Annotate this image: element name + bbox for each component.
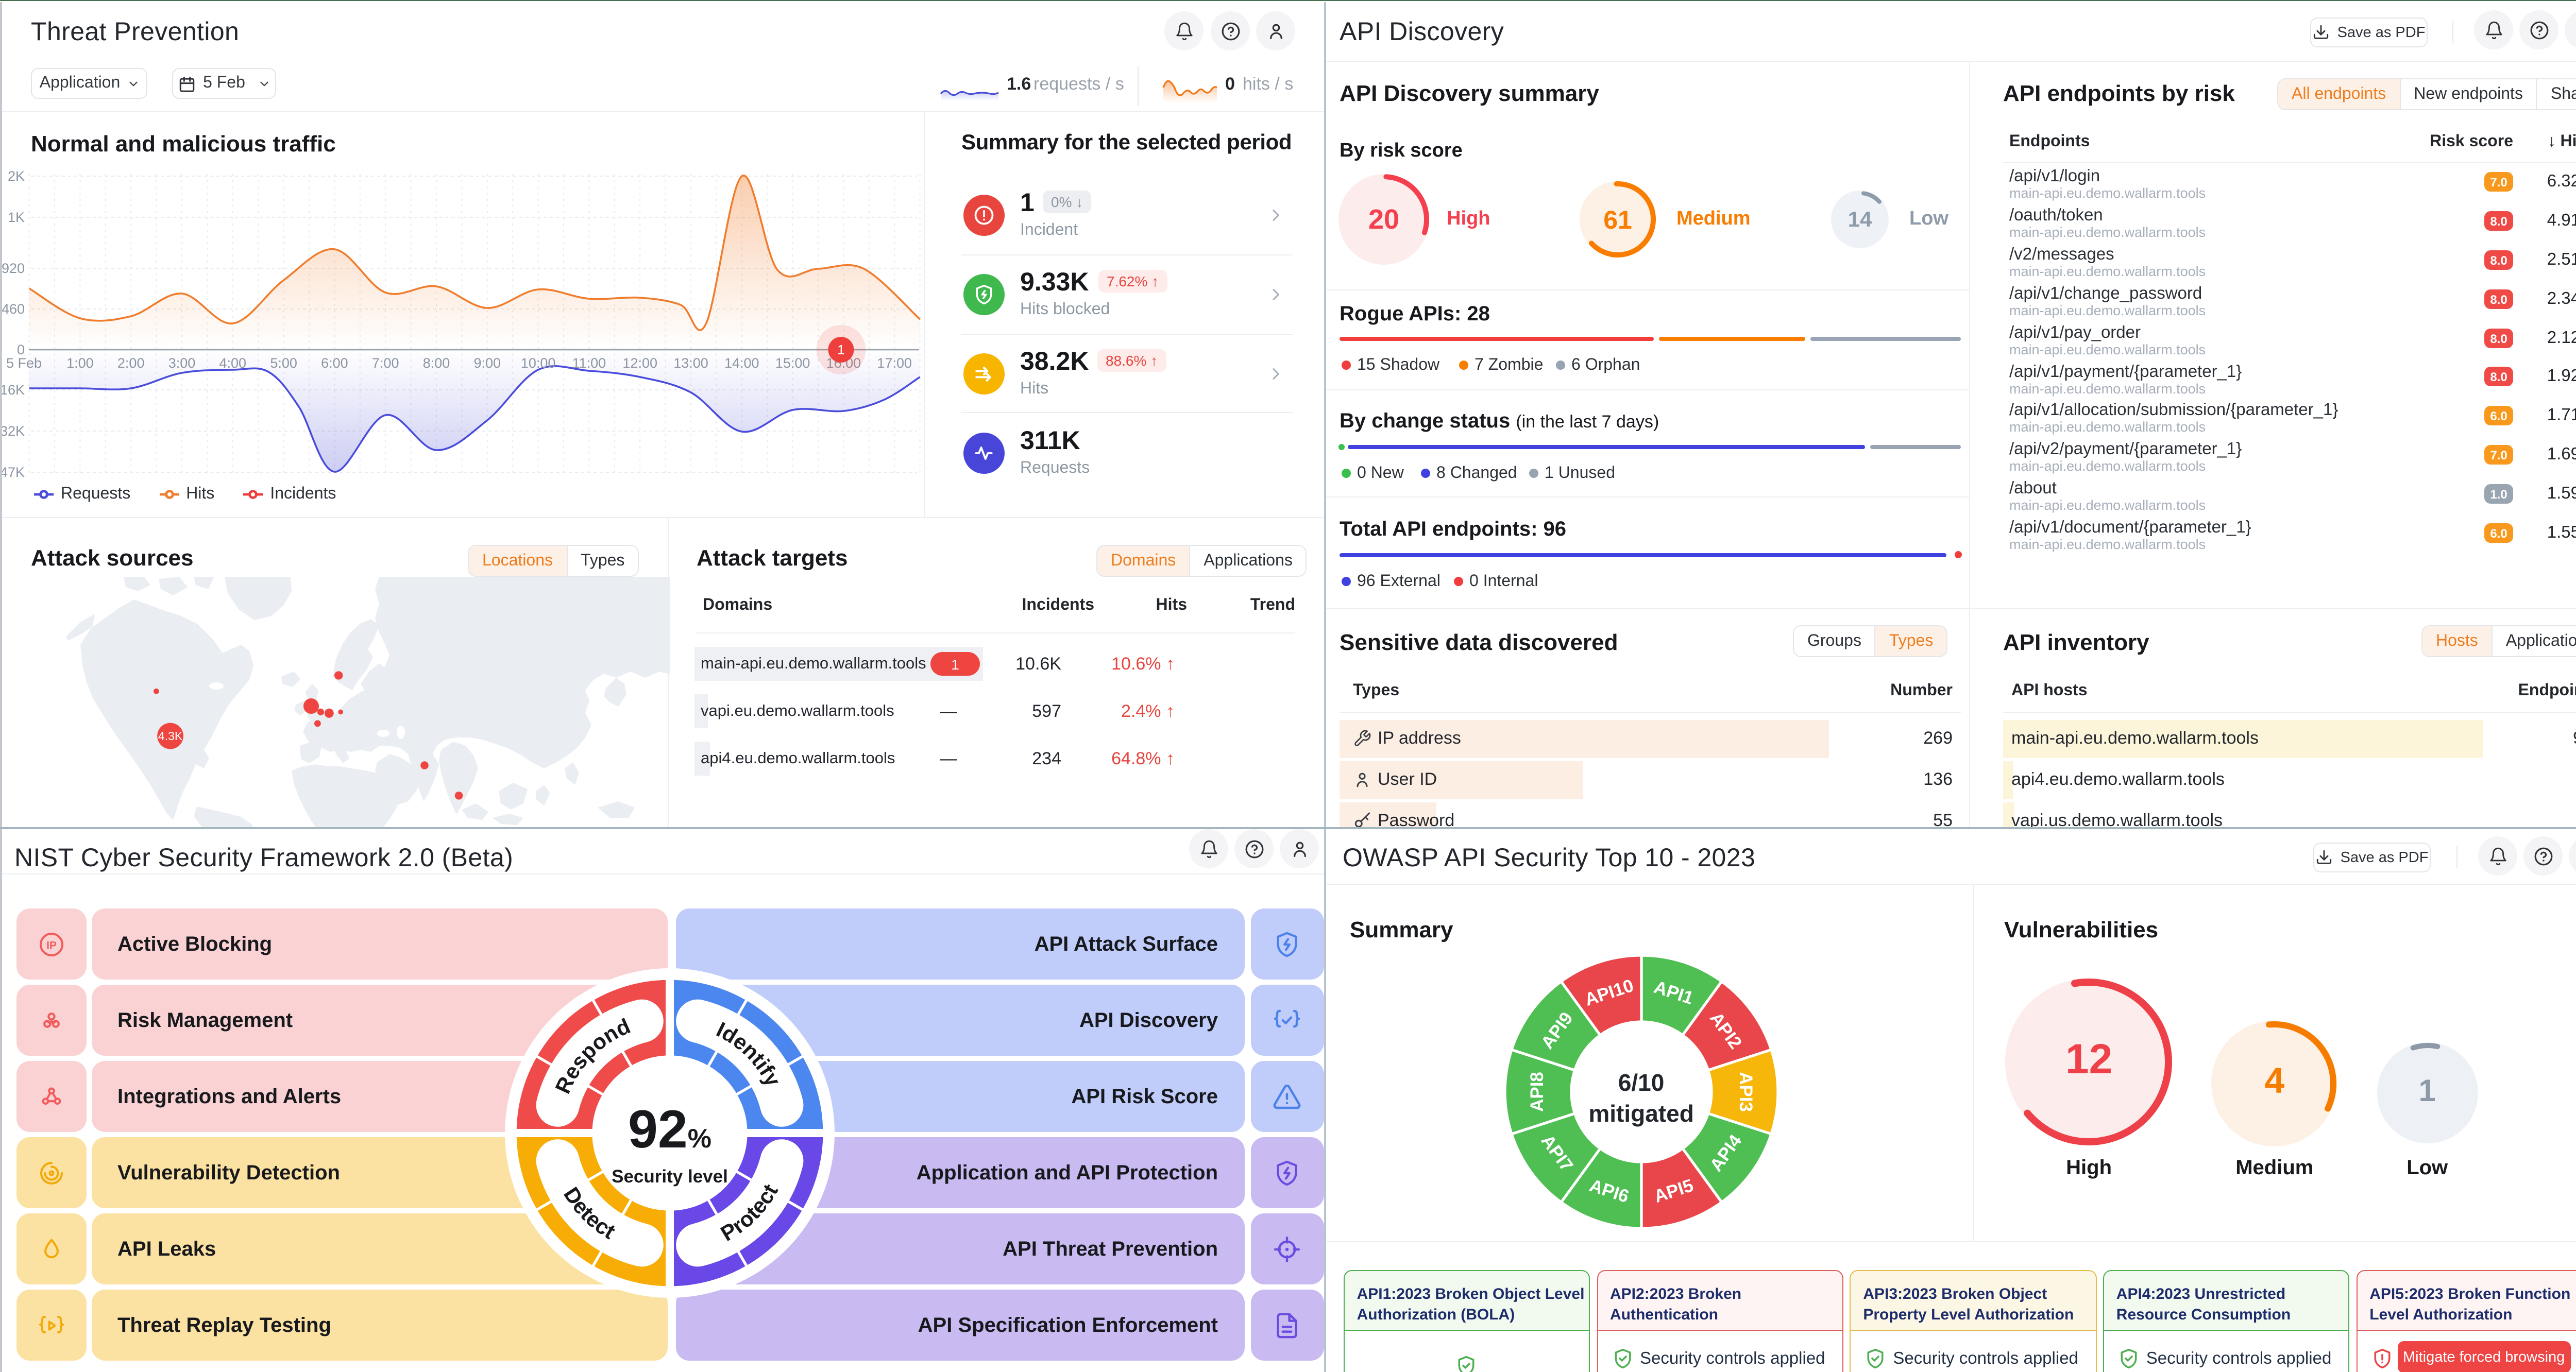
svg-text:47K: 47K: [0, 465, 25, 480]
svg-text:14:00: 14:00: [724, 355, 759, 371]
svg-text:13:00: 13:00: [673, 355, 708, 371]
svg-text:16K: 16K: [0, 382, 25, 398]
svg-text:2:00: 2:00: [117, 355, 145, 371]
svg-text:6:00: 6:00: [321, 355, 348, 371]
svg-text:15:00: 15:00: [775, 355, 810, 371]
svg-text:5 Feb: 5 Feb: [6, 355, 42, 371]
svg-text:API3: API3: [1735, 1072, 1755, 1112]
svg-text:0: 0: [17, 342, 25, 357]
svg-text:32K: 32K: [0, 423, 25, 439]
svg-text:API8: API8: [1527, 1072, 1547, 1112]
svg-text:8:00: 8:00: [423, 355, 450, 371]
svg-text:4:00: 4:00: [219, 355, 247, 371]
svg-text:12:00: 12:00: [622, 355, 657, 371]
svg-text:11:00: 11:00: [572, 355, 606, 371]
svg-text:2K: 2K: [8, 168, 25, 184]
svg-text:460: 460: [2, 301, 25, 317]
svg-text:3:00: 3:00: [168, 355, 196, 371]
svg-text:1: 1: [837, 342, 844, 357]
svg-text:7:00: 7:00: [372, 355, 399, 371]
svg-text:1:00: 1:00: [66, 355, 94, 371]
svg-text:IP: IP: [46, 939, 56, 951]
svg-text:17:00: 17:00: [877, 355, 912, 371]
svg-text:4.3K: 4.3K: [158, 729, 183, 743]
svg-text:1K: 1K: [8, 210, 25, 225]
svg-text:5:00: 5:00: [270, 355, 297, 371]
svg-text:9:00: 9:00: [474, 355, 501, 371]
svg-text:920: 920: [2, 261, 25, 276]
svg-text:10:00: 10:00: [521, 355, 556, 371]
